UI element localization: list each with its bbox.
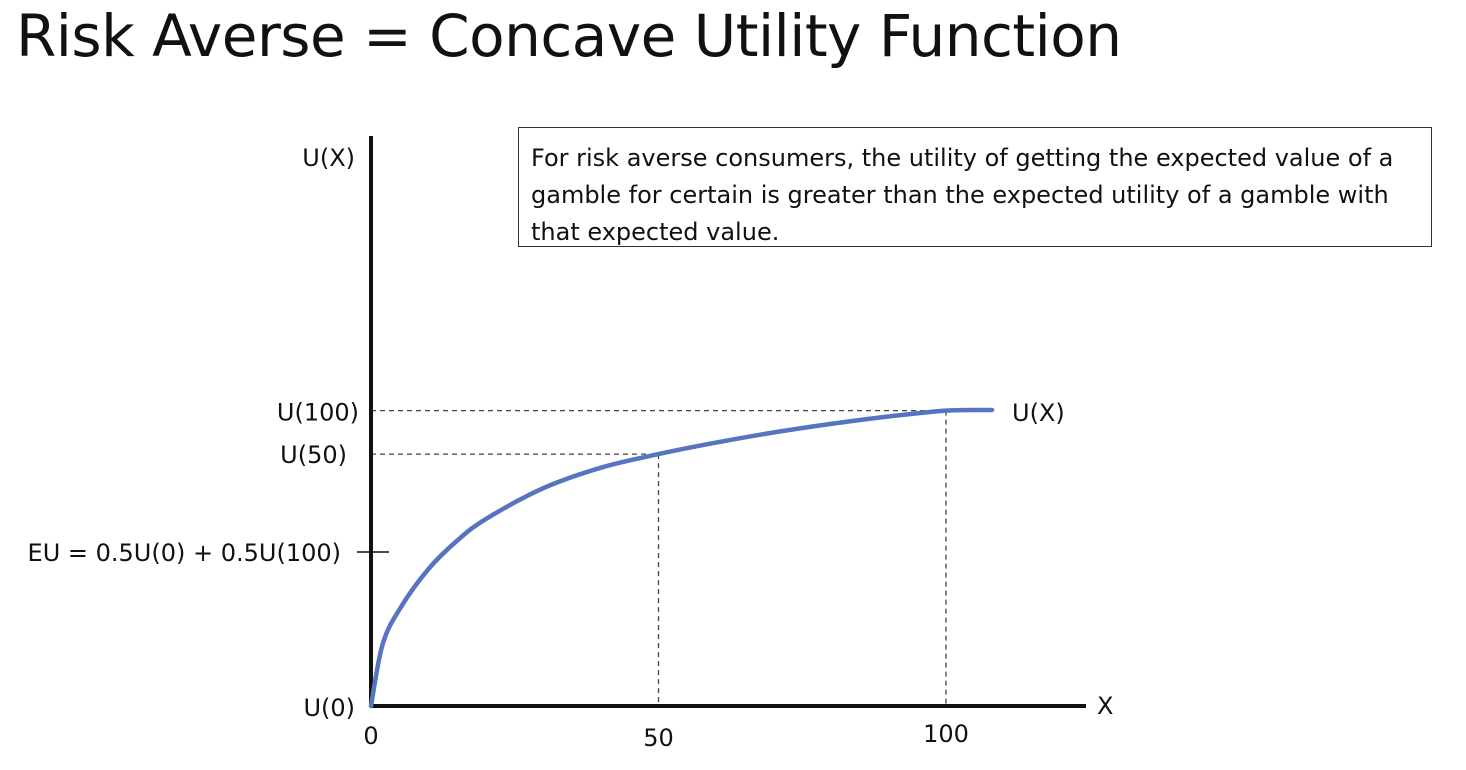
expected-utility-label: EU = 0.5U(0) + 0.5U(100) — [28, 539, 341, 567]
curve-label: U(X) — [1012, 399, 1065, 427]
x-tick-label-100: 100 — [923, 720, 969, 748]
u0-label: U(0) — [303, 694, 355, 722]
y-axis-title: U(X) — [302, 144, 355, 172]
x-tick-label-50: 50 — [643, 724, 674, 752]
x-axis-title: X — [1097, 692, 1113, 720]
u100-label: U(100) — [277, 399, 359, 427]
explanation-textbox: For risk averse consumers, the utility o… — [518, 127, 1432, 247]
slide-title: Risk Averse = Concave Utility Function — [16, 2, 1122, 70]
x-tick-label-0: 0 — [363, 722, 378, 750]
u50-label: U(50) — [280, 441, 347, 469]
utility-curve — [368, 407, 995, 709]
